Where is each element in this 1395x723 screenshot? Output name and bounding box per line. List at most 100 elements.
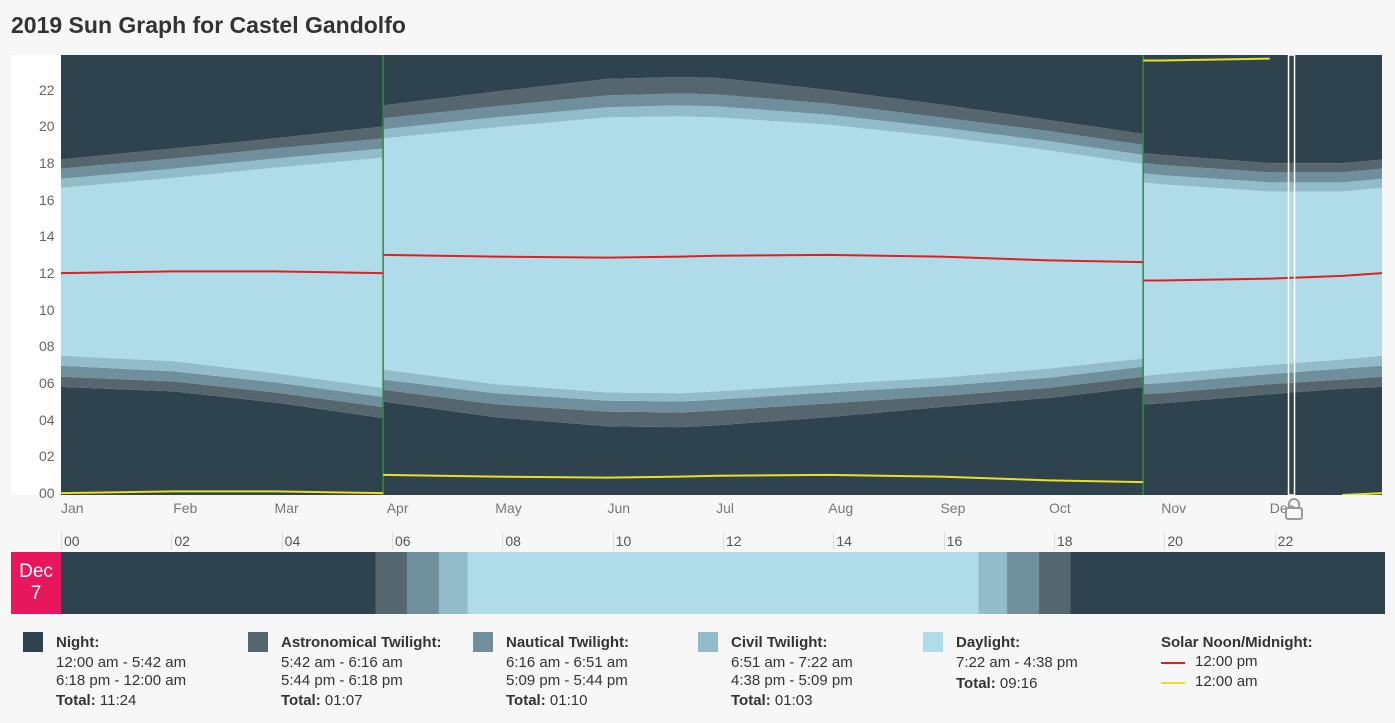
solar-noon-swatch: [1161, 662, 1185, 664]
lock-icon[interactable]: [1284, 497, 1304, 521]
y-tick-label: 04: [39, 411, 55, 428]
day-strip-astronomical-7: [1039, 552, 1072, 614]
band-nautical-twilight-seg-0: [61, 365, 384, 407]
month-tick-label: Feb: [173, 500, 198, 516]
month-tick-label: Sep: [940, 500, 966, 516]
legend-civil-range-2: 4:38 pm - 5:09 pm: [731, 672, 853, 689]
day-strip-astronomical-1: [375, 552, 408, 614]
legend-daylight-total-label: Total:: [956, 675, 996, 692]
month-tick-label: Aug: [828, 500, 854, 516]
legend-civil-total-label: Total:: [731, 692, 771, 709]
band-night-seg-1: [383, 55, 1144, 134]
month-tick-label: Jul: [716, 500, 734, 516]
month-tick-label: May: [495, 500, 522, 516]
legend-nautical-total: 01:10: [549, 692, 588, 709]
legend-civil-total: 01:03: [774, 692, 813, 709]
band-civil-twilight-seg-0: [61, 148, 384, 188]
y-tick-label: 14: [39, 228, 55, 245]
band-civil-twilight-seg-1: [383, 105, 1144, 165]
solar-midnight-line-seg-2-0: [1143, 57, 1270, 62]
hour-tick-label: 00: [61, 532, 80, 550]
y-tick-label: 02: [39, 448, 55, 465]
sun-graph-svg[interactable]: [11, 55, 1382, 495]
hour-tick-label: 18: [1054, 532, 1073, 550]
band-astronomical-twilight-seg-1: [383, 376, 1144, 428]
band-night-seg-1: [383, 386, 1144, 495]
solar-midnight-line-seg-2-1: [1342, 492, 1382, 495]
hour-tick-label: 14: [833, 532, 852, 550]
y-tick-label: 22: [39, 81, 55, 98]
sun-graph[interactable]: [11, 55, 1382, 495]
hour-tick-label: 10: [612, 532, 631, 550]
legend-solar-noon: 12:00 pm: [1195, 653, 1258, 670]
y-tick-label: 20: [39, 118, 55, 135]
band-civil-twilight-seg-2: [1143, 355, 1382, 385]
month-tick-label: Nov: [1161, 500, 1187, 516]
band-astronomical-twilight-seg-1: [383, 77, 1144, 145]
band-civil-twilight-seg-0: [61, 355, 384, 397]
legend-daylight-title: Daylight:: [956, 634, 1021, 651]
y-tick-label: 12: [39, 265, 55, 281]
astronomical-swatch: [248, 632, 268, 652]
solar-noon-line-seg-0-0: [60, 270, 384, 275]
y-tick-label: 18: [39, 155, 55, 171]
band-nautical-twilight-seg-2: [1143, 163, 1382, 183]
solar-noon-line-seg-1-0: [383, 253, 1144, 264]
legend-night-title: Night:: [56, 634, 100, 651]
month-tick-label: Apr: [386, 500, 409, 516]
legend-civil-title: Civil Twilight:: [731, 634, 828, 651]
solar-midnight-line-seg-0-0: [60, 490, 384, 495]
band-daylight-seg-0: [61, 157, 384, 388]
nautical-swatch: [473, 632, 493, 652]
legend-civil-range-1: 6:51 am - 7:22 am: [731, 654, 853, 671]
solar-noon-line-seg-2-0: [1143, 272, 1382, 282]
legend-nautical-range-1: 6:16 am - 6:51 am: [506, 654, 628, 671]
day-strip-night-8: [1070, 552, 1385, 614]
band-civil-twilight-seg-2: [1143, 173, 1382, 192]
y-tick-label: 16: [39, 191, 55, 208]
legend-astronomical-range-2: 5:44 pm - 6:18 pm: [281, 672, 403, 689]
day-strip-civil-3: [438, 552, 469, 614]
band-night-seg-2: [1143, 386, 1382, 495]
y-tick-label: 06: [39, 375, 55, 391]
night-swatch: [23, 632, 43, 652]
legend-night-total: 11:24: [99, 692, 137, 709]
band-night-seg-0: [61, 386, 384, 495]
legend-astronomical-total-label: Total:: [281, 692, 321, 709]
legend-daylight-range-1: 7:22 am - 4:38 pm: [956, 654, 1078, 671]
legend-astronomical-title: Astronomical Twilight:: [281, 634, 442, 651]
band-nautical-twilight-seg-1: [383, 93, 1144, 155]
legend-daylight-total: 09:16: [999, 675, 1038, 692]
badge-day: 7: [30, 583, 42, 604]
band-night-seg-0: [61, 55, 384, 160]
band-astronomical-twilight-seg-2: [1143, 153, 1382, 173]
page-title: 2019 Sun Graph for Castel Gandolfo: [11, 12, 406, 38]
day-strip-daylight-4: [467, 552, 979, 614]
hour-tick-label: 22: [1274, 532, 1293, 550]
civil-swatch: [698, 632, 718, 652]
y-tick-label: 10: [39, 301, 55, 318]
legend-night-total-label: Total:: [56, 692, 96, 709]
selected-date-badge[interactable]: Dec 7: [11, 552, 61, 614]
month-tick-label: Jun: [607, 500, 631, 516]
band-astronomical-twilight-seg-2: [1143, 376, 1382, 405]
selected-day-marker[interactable]: [1287, 55, 1296, 495]
hour-tick-label: 20: [1164, 532, 1183, 550]
legend-solar-title: Solar Noon/Midnight:: [1161, 634, 1313, 651]
band-astronomical-twilight-seg-0: [61, 126, 384, 169]
band-night-seg-2: [1143, 55, 1382, 164]
legend-nautical-range-2: 5:09 pm - 5:44 pm: [506, 672, 628, 689]
band-civil-twilight-seg-1: [383, 358, 1144, 402]
band-nautical-twilight-seg-0: [61, 138, 384, 179]
legend-astronomical-range-1: 5:42 am - 6:16 am: [281, 654, 403, 671]
hour-tick-label: 06: [392, 532, 411, 550]
day-strip-nautical-2: [406, 552, 440, 614]
hour-tick-label: 12: [723, 532, 742, 550]
band-nautical-twilight-seg-2: [1143, 365, 1382, 395]
y-tick-label: 08: [39, 338, 55, 355]
month-tick-label: Mar: [274, 500, 299, 516]
badge-month: Dec: [19, 561, 53, 582]
day-strip-nautical-6: [1007, 552, 1040, 614]
band-astronomical-twilight-seg-0: [61, 376, 384, 418]
legend-nautical-total-label: Total:: [506, 692, 546, 709]
